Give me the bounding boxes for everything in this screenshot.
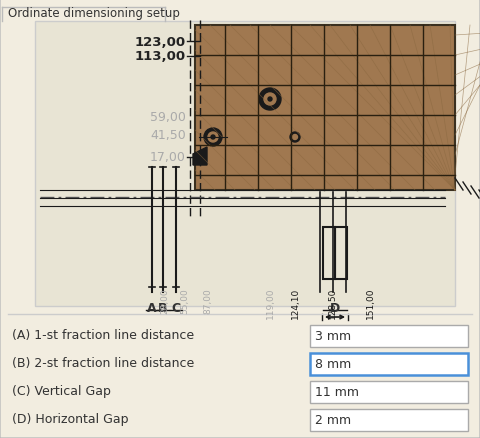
Text: D: D: [330, 301, 340, 314]
Circle shape: [204, 129, 222, 147]
Text: Ordinate dimensioning setup: Ordinate dimensioning setup: [8, 7, 180, 19]
Text: 2 mm: 2 mm: [315, 413, 351, 427]
Bar: [310, 325, 468, 347]
Circle shape: [292, 135, 298, 140]
Bar: [310, 353, 468, 375]
Text: C: C: [171, 301, 180, 314]
Text: 11 mm: 11 mm: [315, 385, 359, 399]
Text: 17,00: 17,00: [150, 151, 186, 164]
Circle shape: [211, 136, 215, 140]
Bar: [35, 22, 455, 306]
Text: 87,00: 87,00: [204, 287, 213, 313]
Circle shape: [290, 133, 300, 143]
Text: 128,50: 128,50: [327, 287, 336, 319]
Circle shape: [208, 133, 218, 143]
Text: 8 mm: 8 mm: [315, 358, 351, 371]
Text: (B) 2-st fraction line distance: (B) 2-st fraction line distance: [12, 357, 194, 370]
Bar: [310, 381, 468, 403]
Circle shape: [264, 94, 276, 106]
Text: (D) Horizontal Gap: (D) Horizontal Gap: [12, 413, 129, 426]
Text: (A) 1-st fraction line distance: (A) 1-st fraction line distance: [12, 329, 194, 342]
Text: 124,10: 124,10: [290, 287, 300, 318]
Circle shape: [259, 89, 281, 111]
Text: 3 mm: 3 mm: [315, 330, 351, 343]
Text: 55,00: 55,00: [180, 287, 190, 313]
Text: 28,00: 28,00: [160, 287, 169, 313]
Text: (C) Vertical Gap: (C) Vertical Gap: [12, 385, 111, 398]
Text: 119,00: 119,00: [265, 287, 275, 319]
Text: 151,00: 151,00: [365, 287, 374, 319]
Text: B: B: [158, 301, 168, 314]
Circle shape: [268, 98, 272, 102]
Bar: [310, 409, 468, 431]
Polygon shape: [193, 148, 207, 166]
Bar: [335, 227, 347, 279]
Text: A: A: [147, 301, 157, 314]
Text: 123,00: 123,00: [135, 35, 186, 48]
Bar: [195, 26, 455, 191]
Text: 113,00: 113,00: [135, 50, 186, 64]
Bar: [323, 227, 335, 279]
Text: 59,00: 59,00: [150, 111, 186, 124]
Text: 41,50: 41,50: [150, 129, 186, 142]
